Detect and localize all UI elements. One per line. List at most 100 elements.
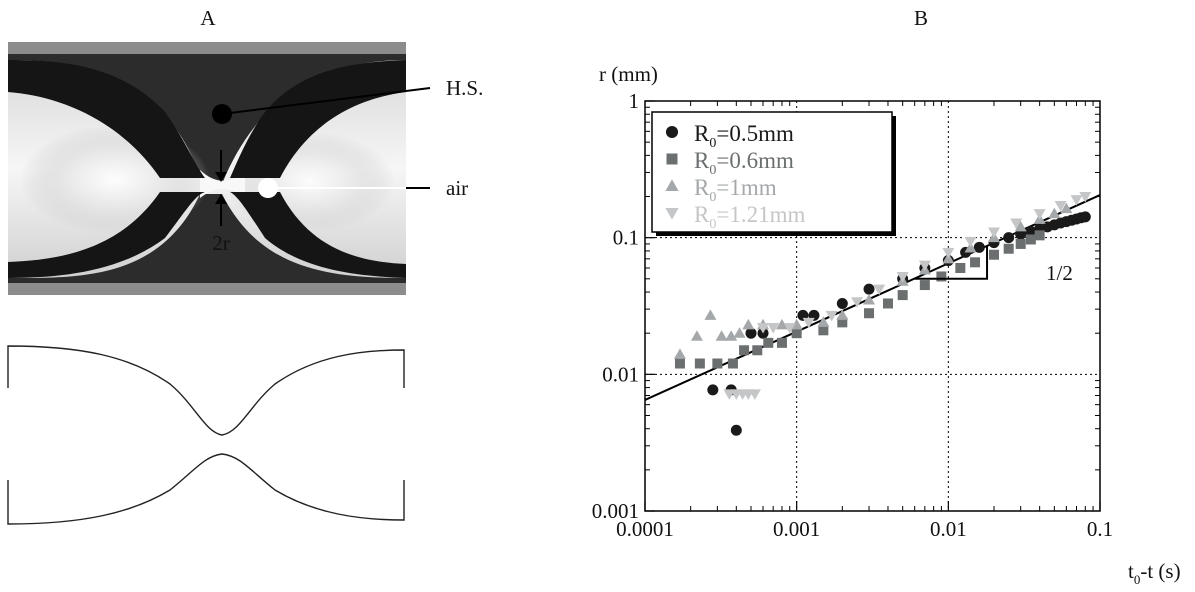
hs-label: H.S. bbox=[446, 76, 483, 100]
data-point-series-2 bbox=[864, 308, 875, 319]
legend-entry-4: R0=1.21mm bbox=[694, 202, 805, 232]
x-tick-label: 0.001 bbox=[773, 517, 820, 541]
data-point-series-4 bbox=[987, 227, 1000, 239]
data-point-series-1 bbox=[1025, 225, 1037, 237]
y-tick-labels: 0.001 0.01 0.1 1 bbox=[592, 89, 639, 523]
data-point-series-4 bbox=[918, 260, 931, 272]
data-point-series-3 bbox=[1060, 202, 1073, 214]
panel-a-label: A bbox=[200, 6, 216, 30]
data-point-series-2 bbox=[936, 271, 947, 282]
panel-b-label: B bbox=[914, 6, 928, 30]
legend-entry-main: R bbox=[694, 121, 710, 146]
data-point-series-1 bbox=[730, 424, 742, 436]
x-tick-label: 0.0001 bbox=[616, 517, 674, 541]
y-axis-label: r (mm) bbox=[599, 62, 658, 86]
hs-leader-line bbox=[221, 87, 431, 115]
data-point-series-4 bbox=[873, 284, 886, 296]
legend-entry-rest: =0.5mm bbox=[716, 121, 794, 146]
legend-marker-3 bbox=[665, 179, 679, 191]
panel-a-profile bbox=[7, 345, 405, 525]
data-point-series-1 bbox=[745, 327, 757, 339]
data-point-series-2 bbox=[1025, 234, 1036, 245]
data-point-series-4 bbox=[748, 389, 761, 400]
data-point-series-3 bbox=[733, 327, 746, 338]
data-point-series-1 bbox=[836, 297, 848, 309]
slope-triangle-path bbox=[914, 245, 989, 280]
data-point-series-4 bbox=[851, 297, 864, 308]
data-point-series-4 bbox=[964, 236, 977, 248]
x-tick-labels: 0.0001 0.001 0.01 0.1 bbox=[616, 517, 1113, 541]
data-point-series-3 bbox=[863, 293, 876, 305]
legend-entry-3: R0=1mm bbox=[694, 175, 777, 205]
data-point-series-1 bbox=[1079, 211, 1091, 223]
legend-entry-rest: =1mm bbox=[716, 175, 776, 200]
legend-entry-main: R bbox=[694, 175, 710, 200]
legend-entry-main: R bbox=[694, 148, 710, 173]
y-tick-label: 1 bbox=[629, 89, 640, 113]
legend-marker-4 bbox=[665, 208, 679, 220]
grid-lines bbox=[645, 101, 1100, 511]
y-tick-label: 0.001 bbox=[592, 499, 639, 523]
x-axis-label: t0-t (s) bbox=[1128, 559, 1181, 587]
data-point-series-4 bbox=[1054, 200, 1067, 212]
plot-frame bbox=[644, 100, 1101, 512]
data-point-series-4 bbox=[896, 271, 909, 283]
panel-a-photo bbox=[8, 42, 406, 295]
x-axis-label-rest: -t (s) bbox=[1140, 559, 1180, 583]
axis-ticks bbox=[644, 100, 1101, 512]
data-point-series-2 bbox=[674, 358, 685, 369]
slope-triangle bbox=[914, 245, 989, 280]
legend-entry-1: R0=0.5mm bbox=[694, 121, 794, 151]
data-point-series-1 bbox=[863, 283, 875, 295]
data-point-series-2 bbox=[818, 325, 829, 336]
x-axis-label-sub: 0 bbox=[1134, 572, 1141, 587]
data-point-series-4 bbox=[1079, 192, 1092, 203]
legend-entry-2: R0=0.6mm bbox=[694, 148, 794, 178]
data-point-series-2 bbox=[988, 249, 999, 260]
data-point-series-4 bbox=[825, 310, 838, 322]
data-point-series-4 bbox=[783, 323, 796, 334]
data-point-series-4 bbox=[1070, 195, 1083, 206]
data-point-series-4 bbox=[802, 317, 815, 329]
data-point-series-3 bbox=[673, 348, 686, 359]
legend-box bbox=[651, 111, 893, 233]
data-point-series-2 bbox=[763, 337, 774, 348]
air-label: air bbox=[446, 176, 468, 200]
data-point-series-3 bbox=[790, 318, 803, 330]
data-point-series-3 bbox=[775, 318, 788, 330]
data-point-series-2 bbox=[776, 337, 787, 348]
x-axis-label-main: t bbox=[1128, 559, 1134, 583]
data-point-series-2 bbox=[882, 298, 893, 309]
data-point-series-1 bbox=[1003, 232, 1015, 244]
data-point-series-2 bbox=[727, 358, 738, 369]
legend-entry-sub: 0 bbox=[709, 136, 716, 151]
data-point-series-2 bbox=[1003, 243, 1014, 254]
data-point-series-4 bbox=[767, 323, 780, 334]
data-point-series-4 bbox=[757, 323, 770, 334]
data-points bbox=[673, 192, 1092, 436]
data-point-series-3 bbox=[1048, 207, 1061, 219]
data-point-series-1 bbox=[1015, 228, 1027, 240]
data-point-series-3 bbox=[817, 316, 830, 327]
data-point-series-3 bbox=[690, 330, 703, 341]
legend-entry-sub: 0 bbox=[709, 217, 716, 232]
data-point-series-2 bbox=[1034, 230, 1045, 241]
data-point-series-2 bbox=[970, 257, 981, 268]
data-point-series-2 bbox=[694, 358, 705, 369]
data-point-series-1 bbox=[973, 241, 985, 253]
data-point-series-3 bbox=[704, 309, 717, 320]
data-point-series-2 bbox=[897, 290, 908, 301]
data-point-series-3 bbox=[742, 318, 755, 330]
x-tick-label: 0.1 bbox=[1087, 517, 1113, 541]
x-tick-label: 0.01 bbox=[930, 517, 967, 541]
neck-label: 2r bbox=[212, 231, 230, 255]
legend-entry-rest: =1.21mm bbox=[716, 202, 805, 227]
data-point-series-3 bbox=[715, 330, 728, 341]
data-point-series-2 bbox=[739, 345, 750, 356]
data-point-series-3 bbox=[1014, 220, 1027, 232]
data-point-series-2 bbox=[955, 262, 966, 273]
data-point-series-2 bbox=[752, 345, 763, 356]
